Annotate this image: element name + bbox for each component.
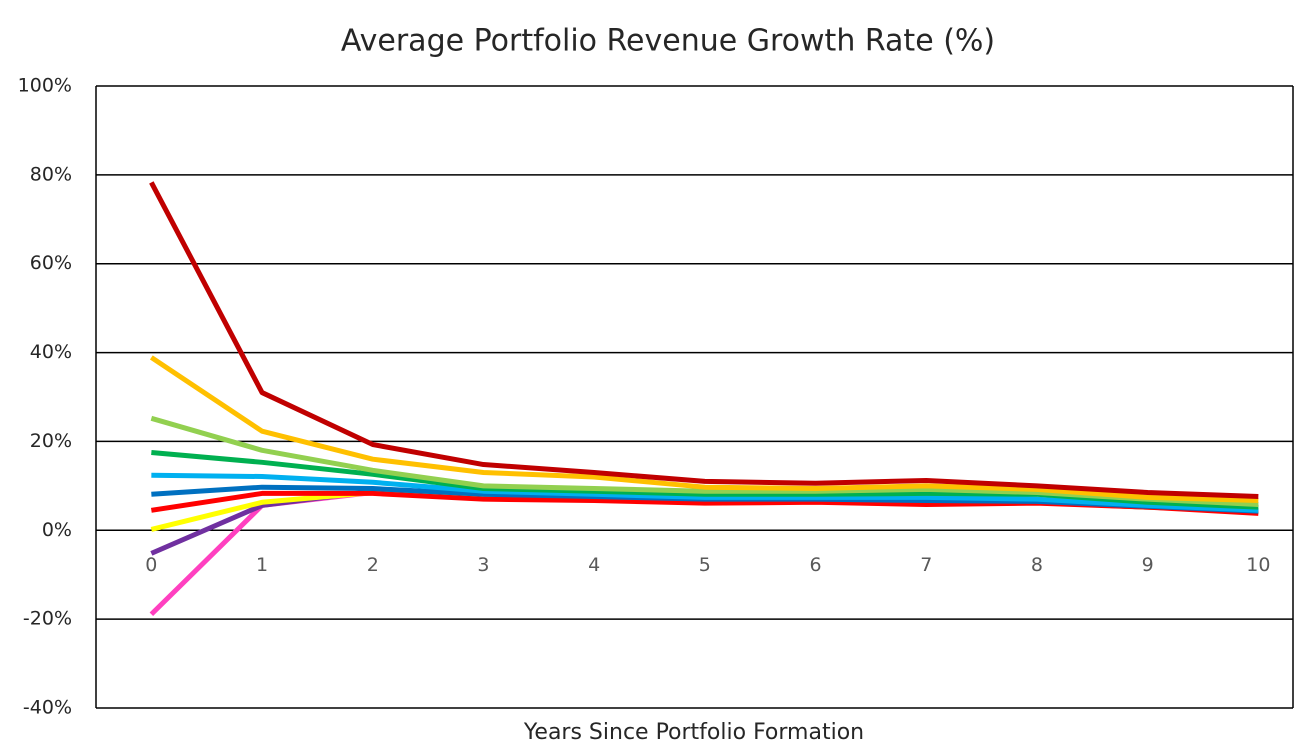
series-line [149, 181, 1259, 500]
y-tick-label: 100% [18, 75, 72, 97]
x-axis-label: Years Since Portfolio Formation [523, 720, 864, 745]
y-tick-label: 20% [30, 430, 72, 452]
x-tick-label: 4 [588, 554, 600, 576]
x-tick-label: 1 [256, 554, 268, 576]
x-tick-label: 9 [1142, 554, 1154, 576]
x-tick-label: 3 [477, 554, 489, 576]
x-tick-label: 2 [367, 554, 379, 576]
x-tick-label: 5 [699, 554, 711, 576]
series-line [151, 472, 1259, 513]
y-tick-label: 60% [30, 252, 72, 274]
y-tick-label: 80% [30, 163, 72, 185]
y-tick-label: 40% [30, 341, 72, 363]
series-line [149, 355, 1259, 504]
y-tick-label: -40% [23, 697, 72, 719]
x-tick-label: 7 [920, 554, 932, 576]
x-tick-label: 10 [1246, 554, 1270, 576]
x-tick-label: 6 [810, 554, 822, 576]
chart-title: Average Portfolio Revenue Growth Rate (%… [341, 24, 995, 59]
x-tick-label: 0 [145, 554, 157, 576]
y-tick-label: -20% [23, 608, 72, 630]
x-tick-label: 8 [1031, 554, 1043, 576]
y-tick-label: 0% [42, 519, 72, 541]
series-line [150, 415, 1259, 508]
